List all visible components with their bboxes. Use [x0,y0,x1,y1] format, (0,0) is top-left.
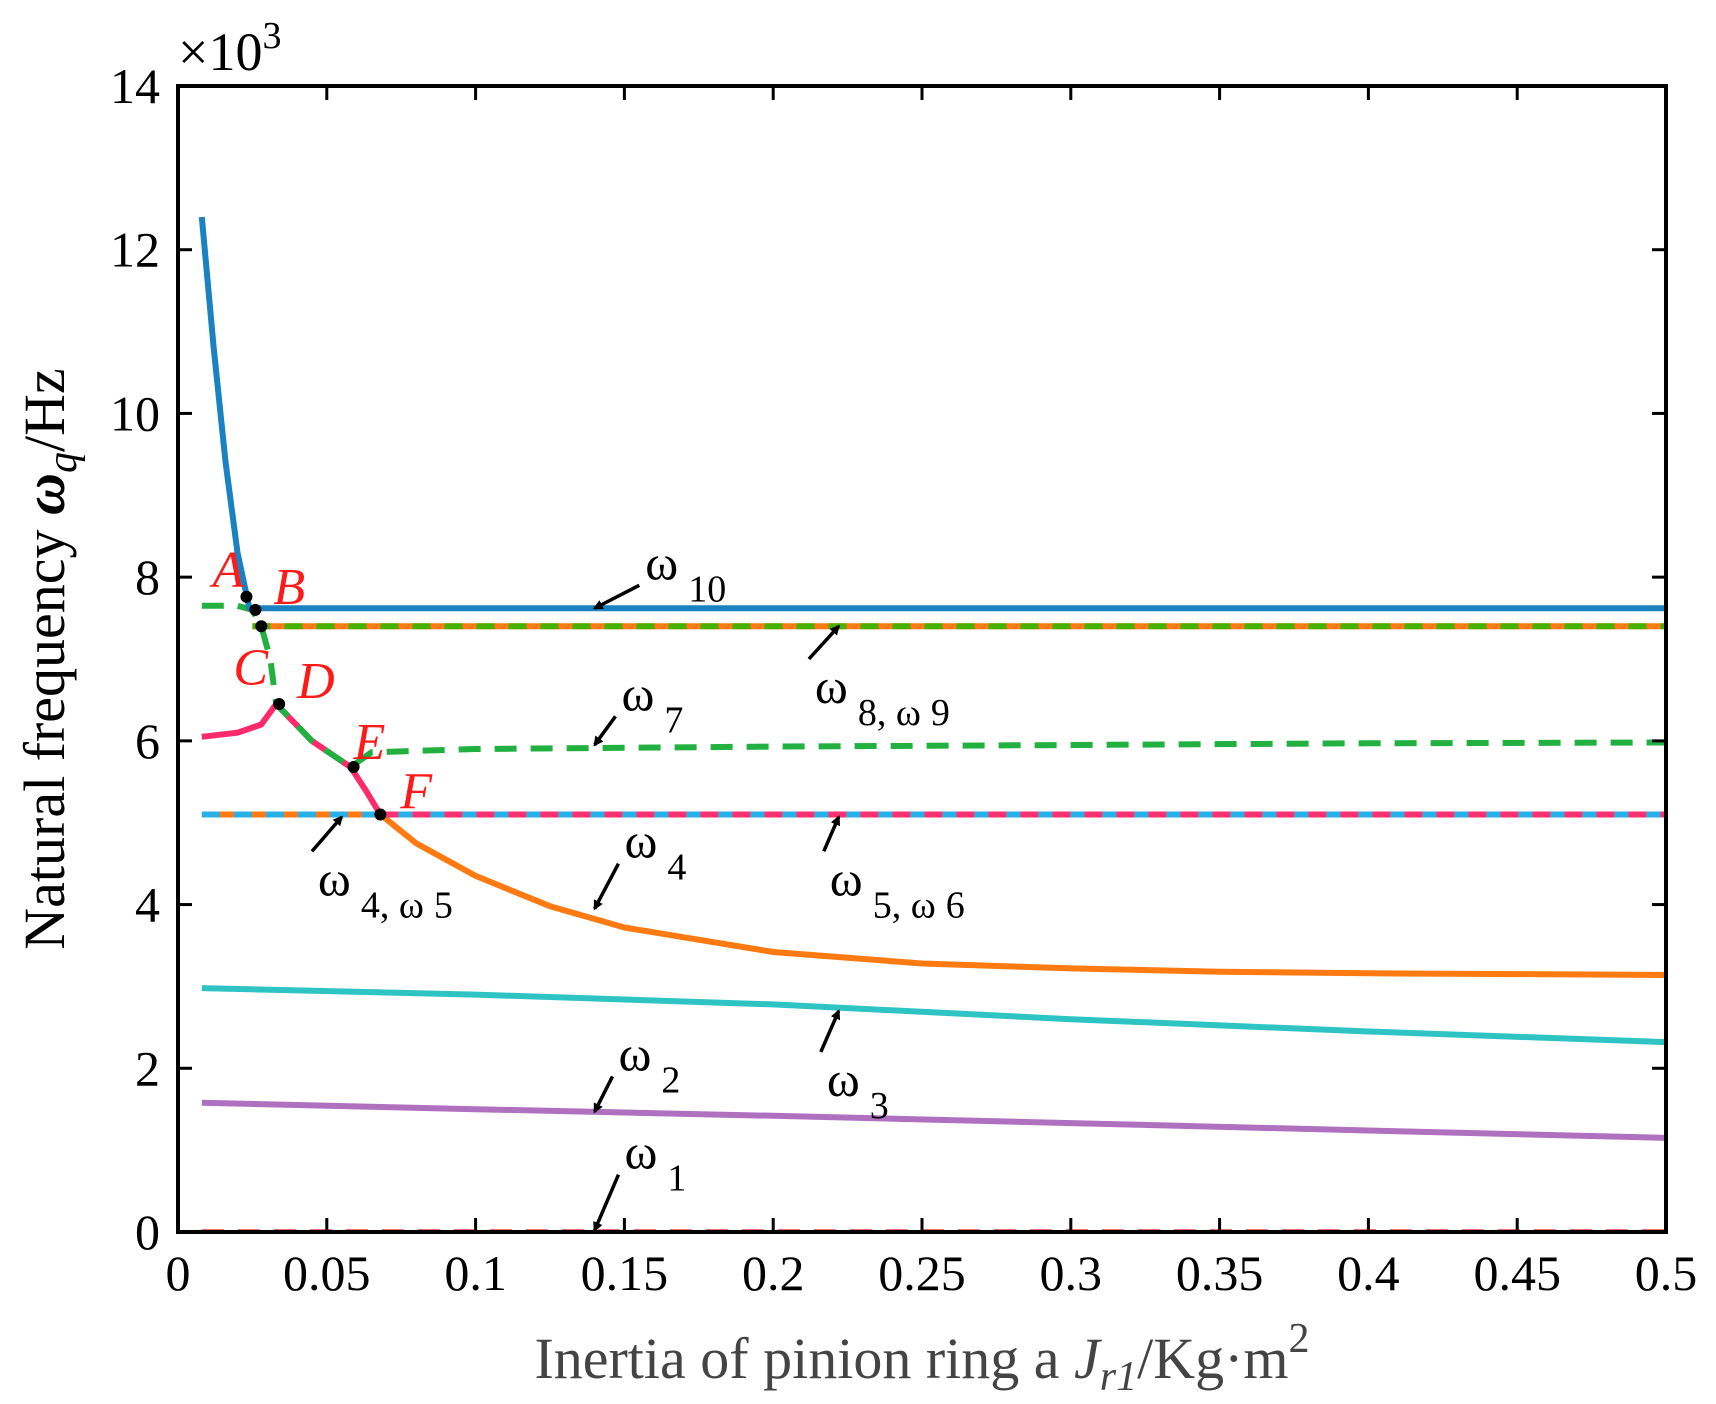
annotation-arrow [822,815,841,853]
point-label-F: F [399,764,433,821]
y-axis-label: Natural frequency ωq/Hz [12,368,86,949]
point-F [374,808,387,821]
x-tick-label: 0.45 [1473,1245,1561,1301]
y-tick-label: 8 [135,549,160,605]
series-line-w3 [201,985,1666,1046]
point-label-D: D [296,653,335,710]
x-tick-label: 0.5 [1635,1245,1698,1301]
point-A [240,590,253,603]
series-layer [198,216,1666,1232]
point-label-B: B [273,559,305,616]
ticks-layer: 0 0.05 0.1 0.15 0.2 0.25 0.3 0.35 0.4 0.45 0.5 0 2 4 6… [110,58,1697,1301]
x-tick-label: 0.05 [283,1245,371,1301]
annotation-arrow [593,1174,621,1233]
annotation-arrow [593,862,620,911]
y-tick-label: 6 [135,713,160,769]
x-tick-label: 0.35 [1176,1245,1264,1301]
annotation-arrow [593,1075,615,1114]
point-B [249,603,262,616]
series-line-w2 [201,1099,1666,1141]
series-line-w7 [201,602,1666,771]
annotation-label: ω 10 [645,534,726,610]
x-tick-label: 0.4 [1337,1245,1400,1301]
point-D [273,698,286,711]
annotation-arrow [807,624,841,661]
y-tick-label: 12 [110,222,160,278]
y-tick-label: 10 [110,385,160,441]
point-label-C: C [233,639,269,696]
series-line-w_pink [201,701,383,817]
plot-frame [176,84,1668,1234]
annotation-arrow [819,1009,841,1053]
annotation-arrow [593,715,617,747]
points-layer: A BC DEF [209,542,433,821]
x-tick-label: 0.1 [444,1245,507,1301]
y-scale-exponent: 3 [262,15,281,57]
point-label-E: E [353,714,386,771]
x-tick-label: 0.2 [742,1245,805,1301]
point-label-A: A [209,542,244,599]
y-tick-label: 2 [135,1040,160,1096]
x-tick-label: 0 [166,1245,191,1301]
y-tick-label: 0 [135,1204,160,1260]
y-tick-label: 14 [110,58,160,114]
annotations-layer: ω 10 ω 7 ω 8, ω 9 ω 4, ω 5 ω 5, ω 6 ω 4 ω 3 ω 2 ω 1 [310,534,965,1233]
y-scale-label: ×103 [178,15,281,82]
x-tick-label: 0.25 [878,1245,966,1301]
x-axis-label: Inertia of pinion ring a Jr1/Kg·m2 [534,1316,1309,1400]
x-tick-label: 0.3 [1040,1245,1103,1301]
annotation-arrow [592,583,641,610]
point-C [255,620,268,633]
point-E [347,761,360,774]
series-line-w10 [198,216,1666,612]
x-tick-label: 0.15 [581,1245,669,1301]
y-tick-label: 4 [135,877,160,933]
annotation-arrow [310,815,344,853]
series-line-w4_lower [378,812,1666,978]
